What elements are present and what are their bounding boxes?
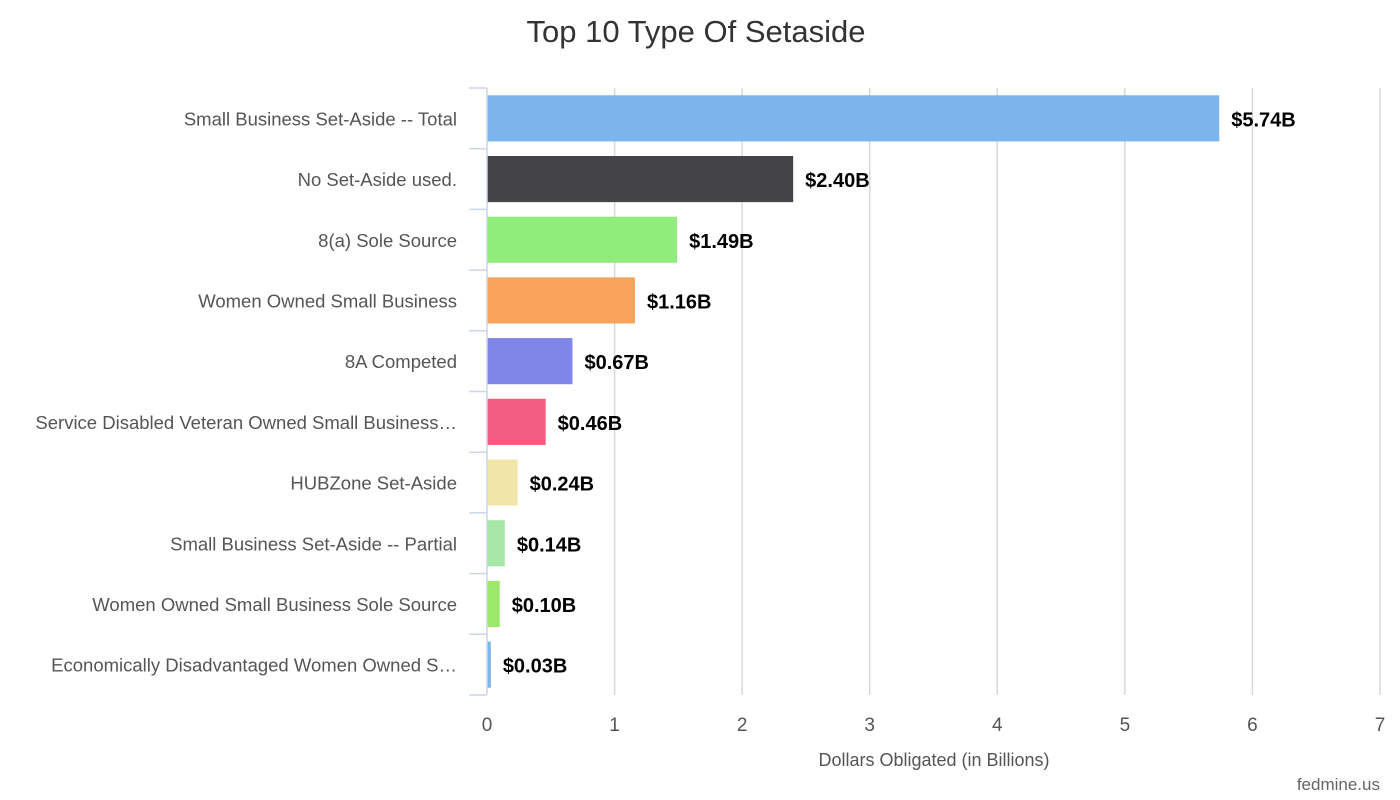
labels: 0 1 2 3 4 5 6 7 Small Business Set-Aside -- Tota… bbox=[35, 108, 1385, 736]
x-tick-label: 6 bbox=[1247, 715, 1258, 736]
bar[interactable] bbox=[487, 398, 546, 445]
category-label: Service Disabled Veteran Owned Small Bus… bbox=[35, 412, 457, 433]
bar[interactable] bbox=[487, 459, 518, 506]
data-label: $0.46B bbox=[558, 413, 623, 435]
data-label: $2.40B bbox=[805, 170, 870, 192]
bar[interactable] bbox=[487, 277, 635, 324]
x-tick-label: 5 bbox=[1120, 715, 1131, 736]
category-label: Women Owned Small Business bbox=[198, 290, 457, 311]
bar[interactable] bbox=[487, 338, 573, 385]
category-label: Small Business Set-Aside -- Total bbox=[184, 108, 457, 129]
x-tick-label: 7 bbox=[1375, 715, 1386, 736]
x-tick-label: 3 bbox=[864, 715, 875, 736]
data-label: $0.67B bbox=[584, 352, 649, 374]
category-label: Small Business Set-Aside -- Partial bbox=[170, 533, 457, 554]
data-label: $0.24B bbox=[530, 474, 595, 496]
x-tick-label: 1 bbox=[609, 715, 620, 736]
data-label: $0.10B bbox=[512, 595, 577, 617]
x-tick-label: 4 bbox=[992, 715, 1003, 736]
data-label: $1.16B bbox=[647, 291, 712, 313]
category-label: Women Owned Small Business Sole Source bbox=[92, 594, 457, 615]
category-label: 8(a) Sole Source bbox=[318, 230, 457, 251]
bar[interactable] bbox=[487, 641, 491, 688]
chart-title: Top 10 Type Of Setaside bbox=[526, 14, 866, 49]
bar[interactable] bbox=[487, 520, 505, 567]
axes bbox=[469, 87, 488, 696]
credit-text[interactable]: fedmine.us bbox=[1296, 775, 1380, 794]
x-tick-label: 0 bbox=[482, 715, 493, 736]
category-label: HUBZone Set-Aside bbox=[290, 473, 457, 494]
bar[interactable] bbox=[487, 216, 678, 263]
data-label: $1.49B bbox=[689, 231, 754, 253]
x-tick-label: 2 bbox=[737, 715, 748, 736]
category-label: No Set-Aside used. bbox=[298, 169, 457, 190]
bar[interactable] bbox=[487, 155, 794, 203]
x-axis-title: Dollars Obligated (in Billions) bbox=[818, 750, 1049, 770]
bar[interactable] bbox=[487, 580, 500, 628]
data-label: $0.14B bbox=[517, 534, 582, 556]
category-label: 8A Competed bbox=[345, 351, 457, 372]
data-label: $0.03B bbox=[503, 656, 568, 678]
bars bbox=[487, 95, 1220, 688]
category-label: Economically Disadvantaged Women Owned S… bbox=[51, 655, 457, 676]
data-label: $5.74B bbox=[1231, 109, 1296, 131]
bar[interactable] bbox=[487, 95, 1220, 142]
